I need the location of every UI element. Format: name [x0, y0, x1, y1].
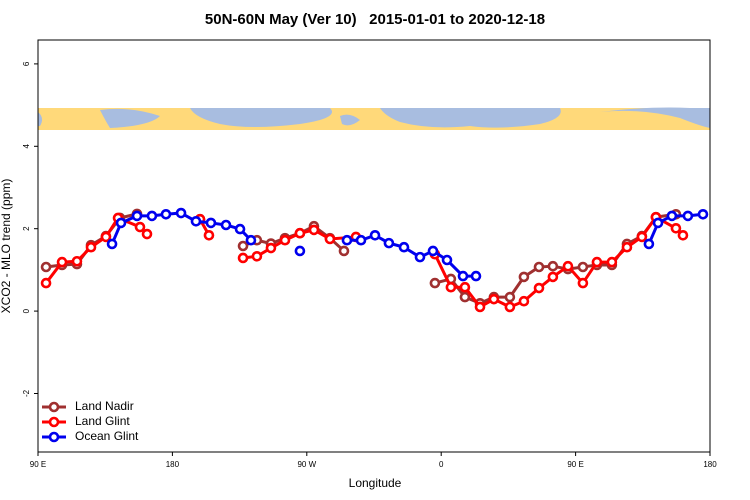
data-point — [606, 256, 618, 268]
data-point — [547, 260, 559, 272]
x-tick-label: 90 E — [567, 460, 583, 469]
data-point — [146, 210, 158, 222]
data-point — [457, 270, 469, 282]
x-tick-label: 0 — [439, 460, 444, 469]
legend-marker — [48, 416, 60, 428]
data-point — [265, 242, 277, 254]
data-point — [577, 277, 589, 289]
data-point — [40, 277, 52, 289]
data-point — [234, 223, 246, 235]
data-point — [427, 245, 439, 257]
data-point — [591, 256, 603, 268]
data-point — [459, 291, 471, 303]
x-axis-label: Longitude — [349, 476, 402, 490]
y-tick-label: 6 — [22, 61, 31, 66]
data-point — [697, 208, 709, 220]
data-point — [294, 227, 306, 239]
data-point — [636, 231, 648, 243]
y-tick-label: -2 — [22, 389, 31, 397]
plot-frame — [37, 39, 711, 453]
x-tick-label: 180 — [703, 460, 717, 469]
data-point — [621, 241, 633, 253]
data-point — [308, 224, 320, 236]
data-point — [134, 221, 146, 233]
data-point — [533, 261, 545, 273]
data-point — [682, 210, 694, 222]
series-line — [44, 215, 685, 309]
y-tick-label: 2 — [22, 226, 31, 231]
data-point — [220, 219, 232, 231]
data-point — [518, 271, 530, 283]
legend-label: Ocean Glint — [75, 429, 139, 443]
data-point — [294, 245, 306, 257]
x-tick-label: 90 W — [297, 460, 316, 469]
data-point — [251, 250, 263, 262]
y-tick-label: 4 — [22, 144, 31, 149]
data-point — [190, 215, 202, 227]
data-point — [85, 241, 97, 253]
x-tick-label: 90 E — [30, 460, 46, 469]
chart-title: 50N-60N May (Ver 10) 2015-01-01 to 2020-… — [205, 11, 545, 28]
data-point — [429, 277, 441, 289]
data-point — [652, 217, 664, 229]
data-point — [666, 210, 678, 222]
data-point — [175, 207, 187, 219]
data-point — [131, 210, 143, 222]
data-point — [414, 251, 426, 263]
data-point — [115, 217, 127, 229]
data-point — [141, 228, 153, 240]
x-tick-label: 180 — [166, 460, 180, 469]
data-point — [279, 234, 291, 246]
data-point — [205, 217, 217, 229]
data-point — [341, 234, 353, 246]
data-point — [355, 234, 367, 246]
map-strip — [38, 107, 710, 130]
data-point — [562, 260, 574, 272]
y-tick-label: 0 — [22, 308, 31, 313]
data-point — [533, 282, 545, 294]
data-point — [445, 281, 457, 293]
legend-label: Land Glint — [75, 414, 130, 428]
data-point — [470, 270, 482, 282]
data-point — [504, 301, 516, 313]
data-point — [547, 271, 559, 283]
data-point — [245, 234, 257, 246]
data-point — [474, 301, 486, 313]
data-point — [40, 261, 52, 273]
data-point — [643, 238, 655, 250]
data-point — [577, 261, 589, 273]
data-point — [237, 252, 249, 264]
data-point — [441, 254, 453, 266]
data-point — [677, 229, 689, 241]
data-point — [518, 295, 530, 307]
data-point — [504, 291, 516, 303]
data-point — [106, 238, 118, 250]
legend-marker — [48, 401, 60, 413]
data-point — [237, 240, 249, 252]
data-point — [203, 229, 215, 241]
data-point — [398, 241, 410, 253]
data-point — [324, 233, 336, 245]
y-axis-label: XCO2 - MLO trend (ppm) — [0, 179, 13, 314]
legend-marker — [48, 431, 60, 443]
data-point — [459, 281, 471, 293]
data-point — [338, 245, 350, 257]
data-point — [71, 255, 83, 267]
data-point — [100, 231, 112, 243]
data-point — [670, 222, 682, 234]
data-point — [383, 237, 395, 249]
legend-label: Land Nadir — [75, 399, 134, 413]
data-point — [56, 256, 68, 268]
data-point — [488, 293, 500, 305]
data-point — [160, 208, 172, 220]
data-point — [369, 229, 381, 241]
